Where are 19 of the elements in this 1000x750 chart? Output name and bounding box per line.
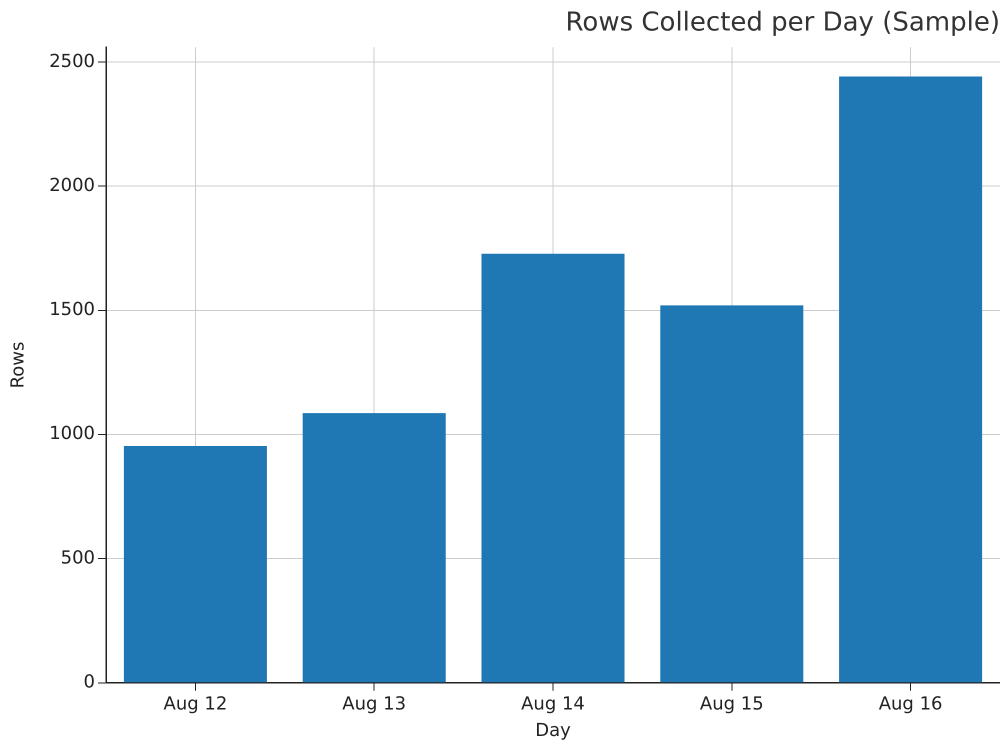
bar bbox=[481, 254, 625, 682]
y-tick-label: 1500 bbox=[49, 299, 95, 320]
y-tick-label: 2500 bbox=[49, 50, 95, 72]
x-tick-label: Aug 15 bbox=[700, 693, 764, 714]
x-tick-label: Aug 13 bbox=[342, 693, 406, 714]
y-tick-label: 1000 bbox=[49, 423, 95, 444]
bar bbox=[839, 76, 982, 682]
bar bbox=[302, 413, 446, 682]
x-axis-title: Day bbox=[535, 720, 572, 741]
bar bbox=[660, 305, 804, 682]
y-axis-title: Rows bbox=[7, 342, 28, 388]
x-tick-label: Aug 16 bbox=[878, 693, 942, 714]
x-tick-label: Aug 12 bbox=[164, 693, 228, 714]
y-tick-label: 2000 bbox=[49, 174, 95, 196]
y-tick-label: 500 bbox=[60, 547, 95, 568]
chart-title: Rows Collected per Day (Sample) bbox=[566, 7, 1000, 38]
y-tick-label: 0 bbox=[84, 671, 95, 692]
bar bbox=[124, 446, 267, 682]
x-tick-label: Aug 14 bbox=[521, 693, 585, 714]
